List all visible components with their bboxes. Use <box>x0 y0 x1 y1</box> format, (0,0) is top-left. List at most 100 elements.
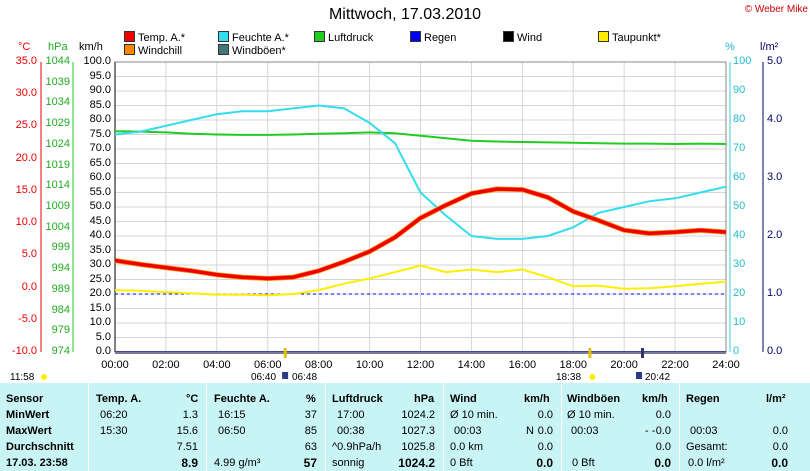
page-title: Mittwoch, 17.03.2010 <box>328 6 482 23</box>
humidity-tick-label: 40 <box>733 229 746 241</box>
sensor-avg-label: Durchschnitt <box>6 441 74 453</box>
rain-tick-label: 2.0 <box>767 229 783 241</box>
series-feuchte <box>114 104 727 240</box>
rain-now-value: 0.0 <box>771 456 788 470</box>
gust-avg-label: Ø 10 min. <box>567 409 615 421</box>
pressure-forecast: sonnig <box>332 457 365 469</box>
sunrise2-label: 06:48 <box>292 372 318 383</box>
speed-tick-label: 5.0 <box>95 330 111 343</box>
x-tick-label: 08:00 <box>304 359 333 371</box>
gust-avg-value: 0.0 <box>655 409 671 421</box>
weather-chart <box>40 61 764 380</box>
pressure-axis-unit: hPa <box>48 41 68 53</box>
legend-humidity: Feuchte A.* <box>218 31 289 44</box>
legend-windchill: Windchill <box>124 44 182 57</box>
humidity-min-value: 37 <box>304 409 317 421</box>
speed-tick-label: 50.0 <box>89 200 111 212</box>
left-time-label: 11:58 <box>10 372 35 383</box>
speed-tick-label: 0.0 <box>95 345 111 357</box>
daylight-bar <box>115 352 726 354</box>
table-divider <box>88 383 89 471</box>
humidity-tick-label: 30 <box>733 258 746 270</box>
legend-pressure: Luftdruck <box>314 31 373 44</box>
temp-unit: °C <box>186 393 199 405</box>
gust-beaufort: 0 Bft <box>572 457 595 469</box>
pressure-now-value: 1024.2 <box>398 456 435 470</box>
temp-axis-unit: °C <box>18 41 31 53</box>
temp-max-value: 15.6 <box>176 425 198 437</box>
legend-wind: Wind <box>503 31 542 44</box>
legend-temp: Temp. A.* <box>124 31 185 44</box>
gust-unit: km/h <box>642 393 668 405</box>
wind-now-value: 0.0 <box>536 456 553 470</box>
speed-tick-label: 95.0 <box>89 69 111 82</box>
pressure-avg-value: 1025.8 <box>401 441 435 453</box>
table-divider <box>206 383 207 471</box>
humidity-tick-label: 50 <box>733 200 746 212</box>
wind-max-time: 00:03 <box>454 425 482 437</box>
x-tick-label: 18:00 <box>559 359 588 371</box>
humidity-avg-value: 63 <box>304 441 317 453</box>
pressure-tick-label: 1019 <box>45 158 70 171</box>
speed-tick-label: 70.0 <box>89 142 111 154</box>
speed-tick-label: 55.0 <box>89 185 111 198</box>
speed-tick-label: 65.0 <box>89 156 111 169</box>
humidity-max-value: 85 <box>304 425 317 437</box>
x-tick-label: 24:00 <box>712 359 740 371</box>
legend-swatch-humidity <box>218 31 229 42</box>
x-tick-label: 10:00 <box>355 359 384 371</box>
temp-max-time: 15:30 <box>100 425 128 437</box>
gust-header: Windböen <box>567 393 621 405</box>
legend-rain: Regen <box>410 31 456 44</box>
pressure-min-time: 17:00 <box>337 409 365 421</box>
legend-label-dewpoint: Taupunkt* <box>612 32 661 44</box>
wind-beaufort: 0 Bft <box>450 457 473 469</box>
sunset-icon <box>589 374 596 380</box>
sensor-header: Sensor <box>6 393 44 405</box>
legend-dewpoint: Taupunkt* <box>598 31 661 44</box>
gust-now-value: 0.0 <box>654 456 671 470</box>
rain-tick-label: 0.0 <box>767 345 783 357</box>
x-tick-label: 22:00 <box>661 359 689 371</box>
pressure-tick-label: 1044 <box>45 55 70 67</box>
legend-label-gust: Windböen* <box>232 45 286 57</box>
temp-tick-label: 25.0 <box>15 119 37 132</box>
pressure-max-time: 00:38 <box>337 425 365 437</box>
speed-tick-label: 10.0 <box>89 316 111 328</box>
rain-header: Regen <box>686 393 720 405</box>
legend-swatch-gust <box>218 44 229 55</box>
series-luftdruck <box>114 130 727 145</box>
speed-tick-label: 85.0 <box>89 98 111 111</box>
legend-swatch-dewpoint <box>598 31 609 42</box>
rain-max-value: 0.0 <box>772 425 788 437</box>
temp-tick-label: 10.0 <box>15 216 37 229</box>
table-divider <box>561 383 562 471</box>
x-tick-label: 02:00 <box>152 359 180 371</box>
pressure-tick-label: 1004 <box>45 220 70 233</box>
humidity-tick-label: 20 <box>733 287 746 299</box>
rain-tick-label: 4.0 <box>767 113 783 125</box>
x-tick-label: 14:00 <box>457 359 486 371</box>
legend-label-humidity: Feuchte A.* <box>232 32 289 44</box>
pressure-trend: ^0.9hPa/h <box>332 441 382 453</box>
stats-table: Sensor MinWert MaxWert Durchschnitt 17.0… <box>0 383 810 471</box>
pressure-tick-label: 994 <box>51 262 70 275</box>
temp-tick-label: 35.0 <box>15 55 37 67</box>
temp-tick-label: 5.0 <box>21 248 37 261</box>
sensor-now-label: 17.03. 23:58 <box>6 457 68 469</box>
temp-tick-label: 20.0 <box>15 151 37 164</box>
pressure-tick-label: 1029 <box>45 117 70 130</box>
rain-tick-label: 1.0 <box>767 287 783 299</box>
wind-max-value: 0.0 <box>537 425 553 437</box>
speed-tick-label: 35.0 <box>89 243 111 256</box>
humidity-tick-label: 100 <box>733 55 752 67</box>
wind-avg-label: Ø 10 min. <box>450 409 498 421</box>
pressure-unit: hPa <box>414 393 435 405</box>
legend-label-windchill: Windchill <box>138 45 183 57</box>
x-tick-label: 04:00 <box>203 359 231 371</box>
rain-tick-label: 3.0 <box>767 171 783 183</box>
humidity-max-time: 06:50 <box>218 425 246 437</box>
moon-marker <box>640 348 644 358</box>
x-tick-label: 00:00 <box>101 359 129 371</box>
humidity-now-value: 57 <box>303 456 317 470</box>
